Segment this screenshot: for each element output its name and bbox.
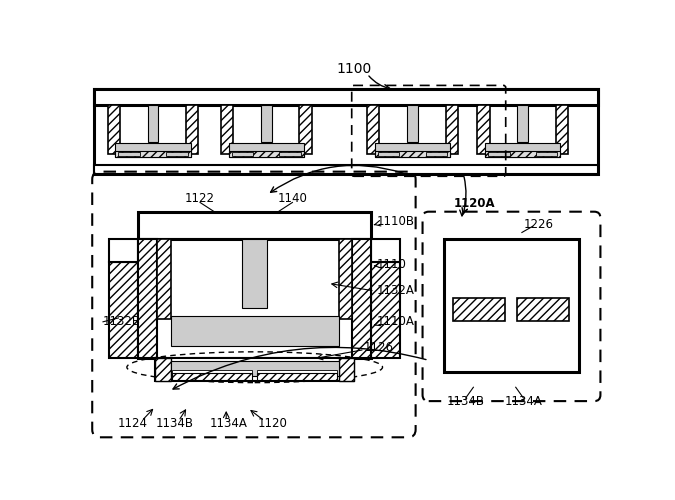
- Bar: [221, 104, 233, 154]
- Bar: [339, 358, 354, 381]
- Bar: [485, 151, 560, 157]
- Bar: [371, 262, 400, 358]
- Text: 1100: 1100: [336, 62, 372, 76]
- Text: 1120A: 1120A: [454, 198, 495, 210]
- Bar: [371, 238, 400, 262]
- Bar: [186, 104, 198, 154]
- Bar: [485, 143, 560, 157]
- Bar: [115, 143, 191, 157]
- Text: 1132B: 1132B: [103, 316, 141, 328]
- Bar: [454, 298, 505, 321]
- Bar: [94, 90, 598, 174]
- Bar: [171, 361, 339, 376]
- Bar: [118, 152, 140, 156]
- Text: 1140: 1140: [277, 192, 307, 205]
- Bar: [517, 298, 569, 321]
- Bar: [517, 104, 528, 142]
- Bar: [138, 238, 371, 358]
- Bar: [94, 90, 598, 104]
- Bar: [157, 238, 171, 320]
- Bar: [94, 164, 598, 174]
- Text: 1124: 1124: [117, 417, 147, 430]
- Bar: [229, 143, 304, 157]
- Bar: [444, 240, 579, 372]
- Bar: [166, 152, 188, 156]
- Bar: [488, 152, 510, 156]
- Bar: [261, 104, 271, 142]
- Bar: [115, 151, 191, 157]
- Text: 1126: 1126: [363, 340, 394, 353]
- Bar: [446, 104, 458, 154]
- Text: 1132A: 1132A: [377, 284, 415, 298]
- Bar: [138, 238, 157, 358]
- Text: 1110: 1110: [377, 258, 407, 270]
- Bar: [477, 104, 489, 154]
- Text: 1134A: 1134A: [504, 396, 542, 408]
- Bar: [367, 104, 379, 154]
- Bar: [375, 151, 450, 157]
- Bar: [299, 104, 312, 154]
- Text: 1122: 1122: [185, 192, 215, 205]
- Bar: [107, 104, 120, 154]
- Text: 1226: 1226: [524, 218, 554, 230]
- Text: 1110B: 1110B: [377, 215, 415, 228]
- Bar: [109, 238, 138, 262]
- Bar: [375, 143, 450, 157]
- Bar: [138, 212, 371, 238]
- Bar: [257, 370, 337, 376]
- Bar: [352, 238, 371, 358]
- Text: 1134B: 1134B: [447, 396, 485, 408]
- Bar: [378, 152, 400, 156]
- Bar: [242, 238, 267, 308]
- Bar: [171, 374, 252, 380]
- Text: 1110A: 1110A: [377, 316, 415, 328]
- Bar: [232, 152, 253, 156]
- Bar: [155, 358, 354, 381]
- Bar: [148, 104, 159, 142]
- Bar: [257, 374, 337, 380]
- Bar: [109, 262, 138, 358]
- Text: 1134B: 1134B: [156, 417, 194, 430]
- Text: 1120: 1120: [257, 417, 288, 430]
- Bar: [536, 152, 558, 156]
- Bar: [229, 151, 304, 157]
- Text: 1134A: 1134A: [209, 417, 248, 430]
- Bar: [155, 358, 171, 381]
- Bar: [407, 104, 418, 142]
- Bar: [171, 370, 252, 376]
- Bar: [426, 152, 448, 156]
- Bar: [279, 152, 301, 156]
- Bar: [171, 316, 339, 346]
- Bar: [339, 238, 352, 320]
- Bar: [556, 104, 568, 154]
